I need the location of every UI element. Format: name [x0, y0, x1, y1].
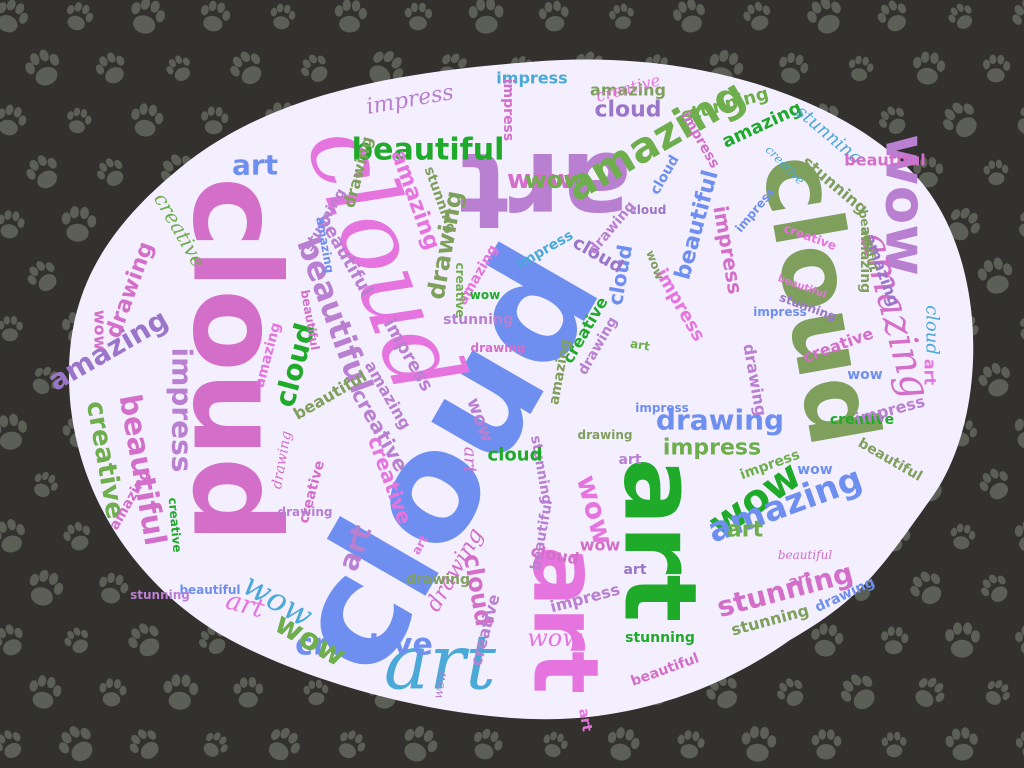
- word-cloud: cloud: [488, 445, 543, 466]
- word-wow: wow: [507, 165, 573, 195]
- word-impress: impress: [496, 69, 567, 88]
- word-beautiful: beautiful: [778, 548, 832, 562]
- word-art: art: [727, 518, 764, 543]
- word-wow: wow: [431, 669, 450, 699]
- word-wow: wow: [91, 310, 110, 351]
- word-wow: wow: [873, 134, 938, 276]
- word-cloud: cloud: [630, 203, 667, 217]
- word-art: art: [513, 546, 618, 694]
- word-drawing: drawing: [278, 505, 333, 519]
- word-art: art: [602, 458, 719, 623]
- word-wow: wow: [527, 624, 583, 652]
- word-drawing: drawing: [406, 572, 470, 588]
- word-wow: wow: [797, 462, 833, 478]
- word-beautiful: beautiful: [179, 583, 240, 597]
- word-beautiful: beautiful: [844, 151, 925, 170]
- word-cloud: cloud: [922, 305, 943, 355]
- word-cloud: cloud: [166, 177, 305, 543]
- word-art: art: [618, 452, 641, 468]
- word-creative: creative: [830, 412, 894, 428]
- word-drawing: drawing: [656, 404, 784, 437]
- word-art: art: [575, 707, 595, 733]
- word-wow: wow: [847, 367, 883, 383]
- word-wow: wow: [525, 166, 586, 194]
- word-impress: impress: [500, 79, 516, 141]
- word-cloud: cloud: [594, 98, 661, 123]
- word-art: art: [459, 129, 632, 251]
- word-beautiful: beautiful: [352, 133, 505, 168]
- word-art: art: [629, 336, 651, 353]
- word-amazing: amazing: [590, 81, 666, 100]
- word-stunning: stunning: [443, 312, 513, 328]
- word-creative: creative: [166, 497, 185, 553]
- word-amazing: amazing: [857, 227, 873, 293]
- word-wow: wow: [580, 536, 621, 555]
- word-impress: impress: [663, 436, 761, 461]
- word-art: art: [460, 447, 481, 474]
- word-art: art: [384, 618, 497, 707]
- word-stunning: stunning: [130, 588, 190, 602]
- word-wow: wow: [470, 288, 500, 302]
- word-impress: impress: [753, 305, 807, 319]
- word-impress: impress: [166, 348, 199, 473]
- word-creative: creative: [295, 628, 433, 663]
- egg-shape-backdrop: [68, 59, 974, 720]
- word-drawing: drawing: [578, 428, 633, 442]
- word-art: art: [623, 562, 646, 578]
- word-creative: creative: [453, 262, 467, 317]
- word-drawing: drawing: [471, 341, 526, 355]
- word-art: art: [921, 359, 940, 386]
- word-impress: impress: [635, 401, 689, 415]
- word-art: art: [787, 569, 814, 590]
- word-art: art: [232, 149, 278, 182]
- word-stunning: stunning: [625, 630, 695, 646]
